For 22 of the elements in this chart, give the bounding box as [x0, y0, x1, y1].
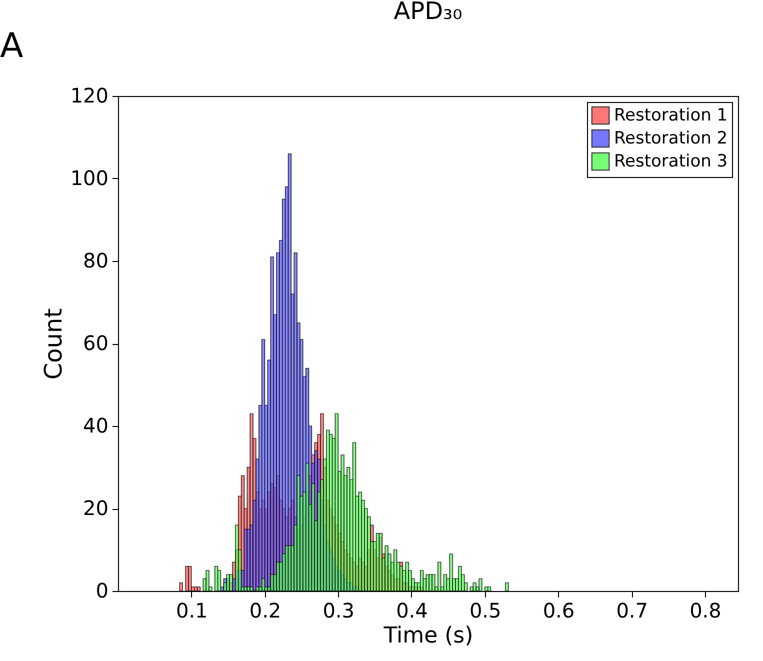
- x-tick-label: 0.2: [249, 598, 282, 622]
- legend-label: Restoration 3: [614, 152, 728, 172]
- y-tick-label: 120: [70, 84, 108, 108]
- x-tick-label: 0.5: [469, 598, 502, 622]
- chart-title: APD₃₀: [394, 0, 462, 25]
- x-tick-label: 0.7: [616, 598, 648, 622]
- x-tick-label: 0.3: [322, 598, 355, 622]
- x-tick-label: 0.1: [176, 598, 208, 622]
- x-tick-label: 0.4: [396, 598, 428, 622]
- x-axis-title: Time (s): [382, 624, 474, 648]
- x-tick-label: 0.6: [542, 598, 575, 622]
- y-tick-label: 60: [83, 331, 108, 355]
- y-axis-title: Count: [39, 308, 68, 380]
- y-tick-label: 100: [70, 166, 108, 190]
- x-tick-label: 0.8: [690, 598, 722, 622]
- legend-label: Restoration 2: [614, 128, 728, 148]
- legend-label: Restoration 1: [614, 106, 728, 126]
- y-tick-label: 20: [83, 496, 108, 520]
- y-tick-label: 80: [83, 248, 108, 272]
- text: A: [0, 26, 24, 66]
- y-tick-label: 0: [96, 578, 108, 602]
- y-tick-label: 40: [83, 414, 108, 438]
